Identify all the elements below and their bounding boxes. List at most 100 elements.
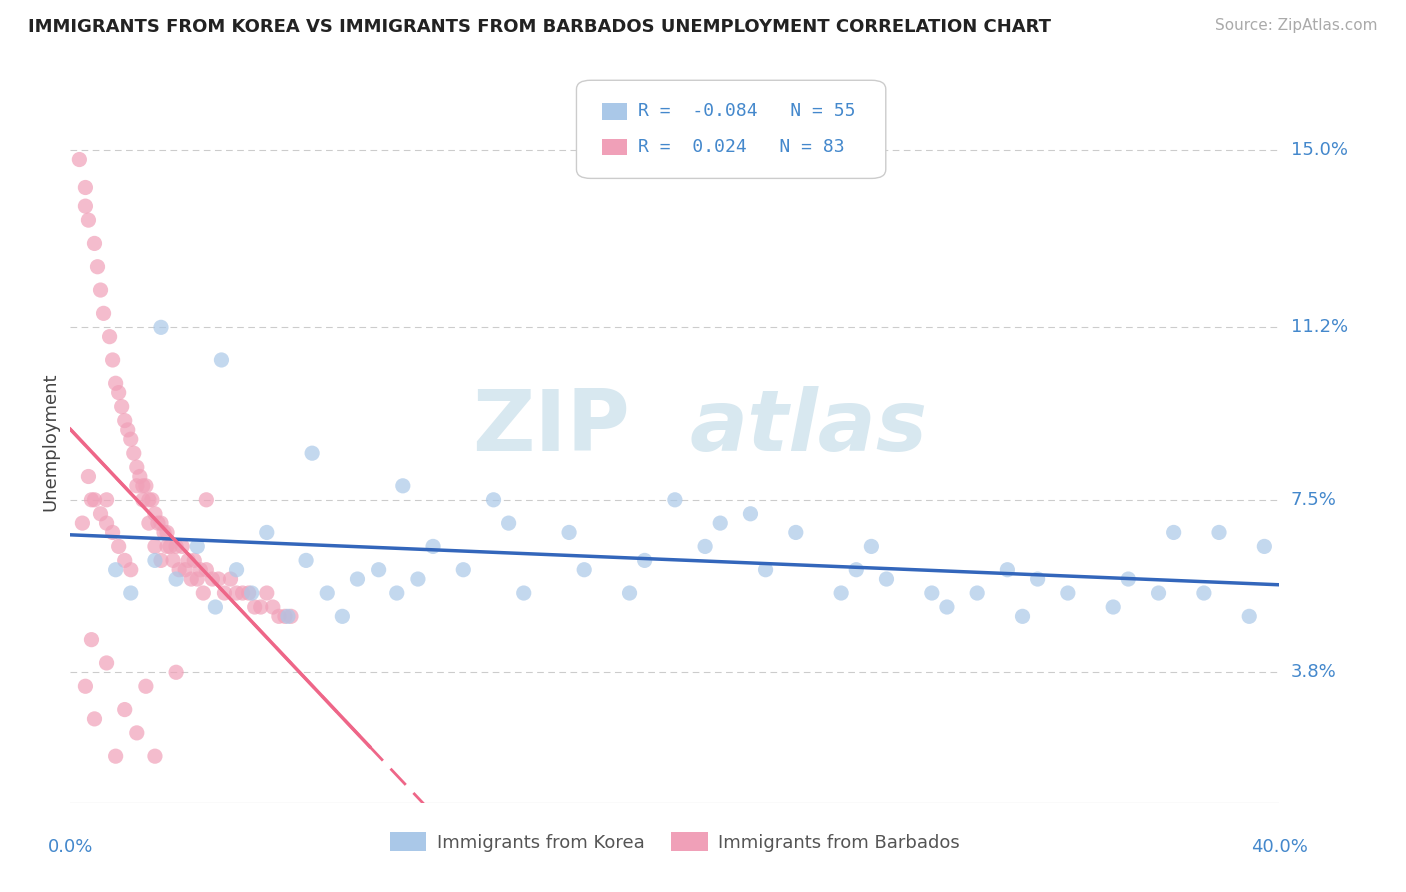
Point [114,702,136,716]
Point [167,563,190,577]
Text: 40.0%: 40.0% [1251,838,1308,855]
Point [104,376,127,391]
Point [120,432,142,446]
Text: 7.5%: 7.5% [1291,491,1337,508]
Point [67,153,90,167]
Point [120,586,142,600]
Point [709,516,731,530]
Point [186,540,208,554]
Point [96,516,118,530]
Point [156,525,179,540]
Point [558,525,581,540]
Point [211,353,233,368]
Point [165,540,187,554]
Point [1011,609,1033,624]
Point [143,749,166,764]
Point [240,586,263,600]
Point [107,540,129,554]
Point [295,553,318,567]
Point [83,492,105,507]
Point [125,460,148,475]
Point [301,446,323,460]
Point [101,353,124,368]
Point [77,213,100,227]
Point [201,572,224,586]
Text: Source: ZipAtlas.com: Source: ZipAtlas.com [1215,18,1378,33]
Point [280,609,302,624]
Point [346,572,368,586]
Point [936,600,959,615]
Point [1147,586,1170,600]
Point [138,516,160,530]
Text: 0.0%: 0.0% [48,838,93,855]
Point [277,609,299,624]
Text: R =  0.024   N = 83: R = 0.024 N = 83 [638,138,845,156]
Point [422,540,444,554]
Point [132,479,155,493]
Point [150,320,173,334]
Point [513,586,536,600]
Point [96,492,118,507]
Point [207,572,229,586]
Point [153,525,176,540]
Point [150,516,173,530]
Point [214,586,236,600]
Point [135,679,157,693]
Point [104,563,127,577]
Point [98,329,121,343]
Point [243,600,266,615]
Point [174,563,197,577]
Point [188,563,211,577]
Point [138,492,160,507]
Point [125,479,148,493]
Point [114,553,136,567]
Point [159,540,181,554]
Point [75,679,97,693]
Point [367,563,389,577]
Point [619,586,641,600]
Point [391,479,415,493]
Point [860,540,883,554]
Point [256,586,278,600]
Point [172,540,194,554]
Point [104,749,127,764]
Point [143,507,166,521]
Point [128,469,150,483]
Point [740,507,762,521]
Point [267,609,290,624]
Point [120,563,142,577]
Point [219,572,242,586]
Point [995,563,1018,577]
Point [845,563,868,577]
Point [186,572,208,586]
Point [225,563,247,577]
Point [256,525,278,540]
Point [162,553,184,567]
Y-axis label: Unemployment: Unemployment [41,372,59,511]
Point [498,516,520,530]
Point [193,586,215,600]
Point [225,586,247,600]
Point [75,199,97,213]
Legend: Immigrants from Korea, Immigrants from Barbados: Immigrants from Korea, Immigrants from B… [382,825,967,859]
Point [1208,525,1230,540]
Point [574,563,596,577]
Point [249,600,271,615]
Point [83,236,105,251]
Point [77,469,100,483]
Point [332,609,354,624]
Point [1026,572,1049,586]
Point [101,525,124,540]
Text: 3.8%: 3.8% [1291,664,1336,681]
Point [80,632,103,647]
Point [72,516,94,530]
Point [150,553,173,567]
Point [80,492,103,507]
Point [204,600,226,615]
Point [143,553,166,567]
Point [195,492,218,507]
Point [111,400,134,414]
Point [180,572,202,586]
Text: atlas: atlas [690,386,928,469]
Point [262,600,284,615]
